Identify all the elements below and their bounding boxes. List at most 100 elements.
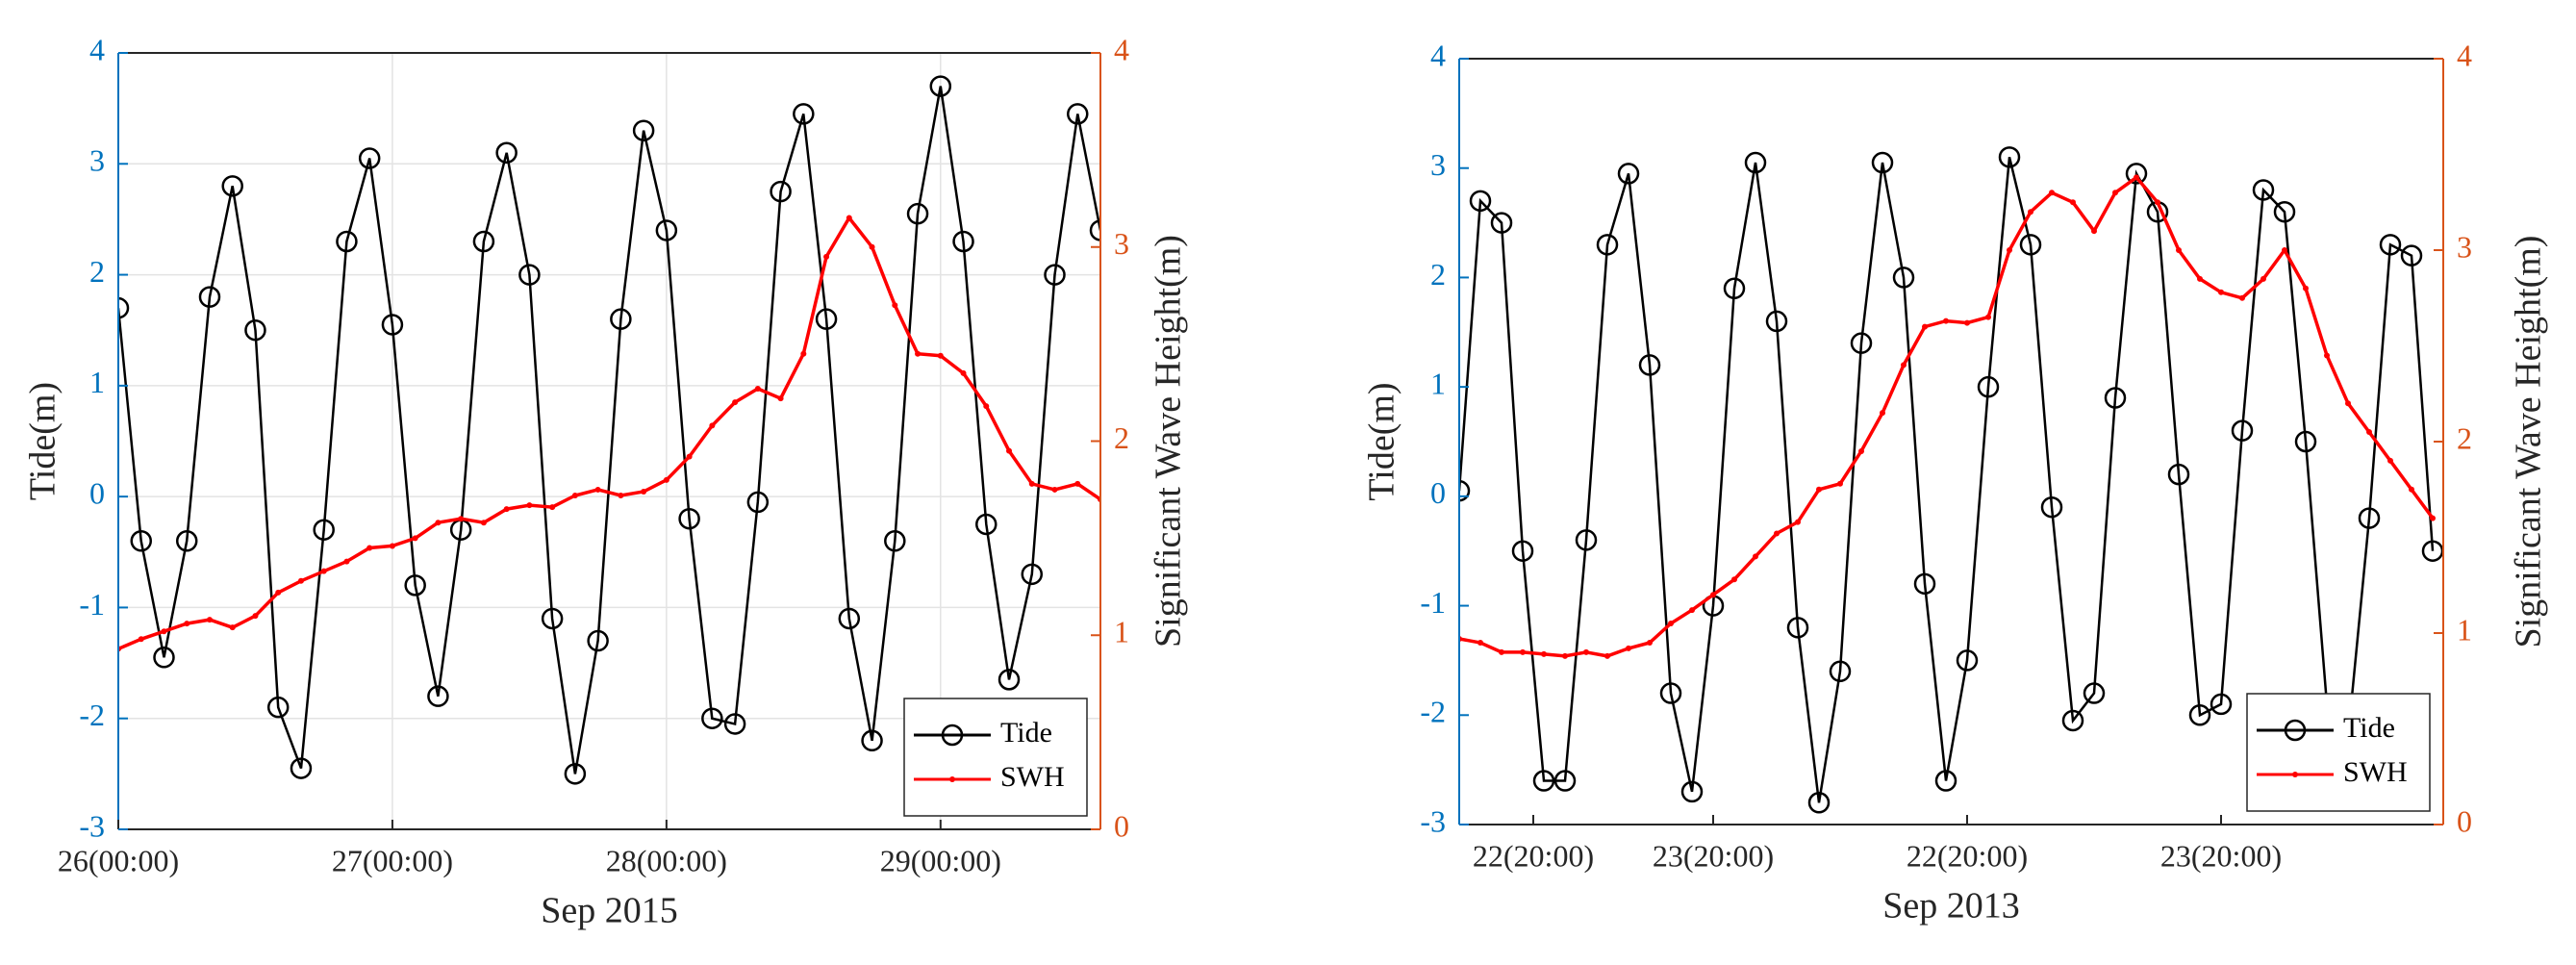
data-marker [336,230,358,253]
y-tick-label: -3 [1420,803,1446,838]
data-marker [1786,617,1809,639]
data-marker [381,314,404,336]
data-marker [2303,285,2309,292]
data-marker [472,230,495,253]
y-tick-label: 0 [1430,475,1446,510]
data-marker [906,202,929,225]
x-tick-label: 27(00:00) [332,843,453,877]
data-marker [2007,247,2012,253]
data-marker [2112,190,2118,196]
plot [1459,146,2443,814]
data-marker [2028,209,2033,216]
y-tick-label: -1 [79,587,105,622]
data-marker [1816,486,1822,493]
y-tick-label: 4 [89,32,105,66]
y-tick-label: 3 [89,143,105,178]
data-marker [266,696,290,719]
data-marker [929,75,952,97]
data-marker [2176,247,2182,253]
data-marker [1659,682,1682,704]
data-marker [2083,682,2106,704]
y2-tick-label: 4 [1114,32,1129,66]
data-marker [2324,352,2330,359]
data-marker [118,296,130,319]
y2-tick-label: 2 [1114,420,1129,455]
data-marker [701,707,723,729]
data-marker [435,520,442,526]
data-marker [1575,529,1598,551]
data-marker [1459,479,1471,502]
data-marker [1837,480,1843,487]
y2-axis-label: Significant Wave Height(m) [1149,235,1189,648]
data-marker [2387,457,2393,464]
data-marker [290,757,313,779]
data-marker [1723,277,1746,300]
data-marker [1668,621,1674,627]
data-marker [823,253,830,260]
data-marker [1553,770,1577,792]
legend-marker [949,776,955,782]
data-marker [975,513,998,536]
data-marker [1943,317,1949,324]
data-marker [184,621,190,627]
data-marker [1922,323,1928,330]
data-marker [1604,652,1610,659]
data-marker [2167,463,2190,486]
data-marker [1829,660,1852,683]
y-axis-label: Tide(m) [23,382,63,500]
data-marker [1871,151,1894,174]
x-tick-label: 29(00:00) [880,843,1001,877]
data-marker [793,103,815,125]
data-marker [1731,576,1737,583]
data-marker [1880,410,1885,417]
data-marker [206,617,213,623]
data-marker [746,491,770,514]
data-marker [2379,234,2402,256]
data-marker [2210,693,2233,716]
data-marker [1689,607,1695,614]
data-marker [915,350,922,357]
data-marker [358,147,381,169]
data-marker [618,492,624,498]
data-marker [1626,645,1631,651]
legend-box [903,698,1088,817]
y2-axis-label: Significant Wave Height(m) [2509,236,2549,648]
data-marker [244,318,266,342]
legend-marker [2284,719,2307,742]
data-marker [252,613,259,620]
x-tick-label: 22(20:00) [1907,838,2028,873]
y-tick-label: 4 [1430,38,1446,72]
data-marker [526,502,533,509]
data-marker [480,520,487,526]
data-marker [153,647,175,669]
data-marker [2125,163,2148,185]
data-marker [1647,639,1653,646]
x-tick-label: 23(20:00) [2160,838,2282,873]
data-marker [1680,780,1704,803]
data-marker [655,219,678,241]
data-marker [161,628,167,635]
legend-marker [941,724,964,747]
data-marker [1044,264,1066,286]
data-marker [198,286,221,308]
y2-tick-label: 1 [2457,612,2472,647]
data-marker [1596,234,1619,256]
y-tick-label: 3 [1430,147,1446,182]
data-marker [838,607,861,630]
data-marker [1753,553,1758,560]
data-marker [503,506,510,513]
data-marker [2197,275,2203,282]
y-tick-label: 1 [1430,366,1446,400]
data-marker [641,488,647,495]
data-marker [1021,563,1044,586]
data-marker [275,589,282,596]
data-marker [1541,650,1547,657]
x-axis-label: Sep 2015 [541,891,678,931]
data-marker [1774,530,1780,537]
data-marker [2134,174,2139,181]
data-marker [937,352,944,359]
data-marker [495,141,518,165]
data-marker [2273,200,2296,223]
y2-tick-label: 2 [2457,420,2472,455]
data-marker [343,558,350,565]
